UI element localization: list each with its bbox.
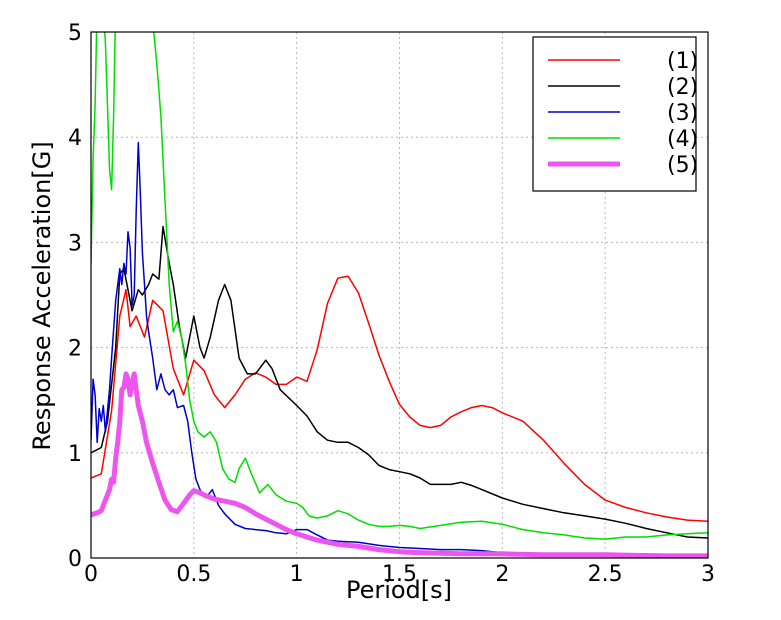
x-tick-label: 1 — [290, 562, 304, 587]
legend: (1)(2)(3)(4)(5) — [532, 36, 698, 192]
legend-label-1: (1) — [667, 49, 698, 74]
y-tick-label: 2 — [68, 337, 82, 362]
y-tick-label: 1 — [68, 442, 82, 467]
series-line-5 — [91, 371, 708, 558]
series-line-4 — [91, 32, 708, 540]
x-tick-label: 1.5 — [382, 562, 417, 587]
x-tick-label: 0.5 — [176, 562, 211, 587]
series-line-3 — [91, 141, 708, 557]
x-tick-label: 2 — [495, 562, 509, 587]
x-tick-label: 0 — [84, 562, 98, 587]
x-tick-labels: 0 0.5 1 1.5 2 2.5 3 — [84, 562, 715, 587]
y-tick-label: 0 — [68, 547, 82, 572]
x-tick-label: 3 — [701, 562, 715, 587]
series-line-2 — [91, 225, 708, 539]
y-tick-label: 4 — [68, 126, 82, 151]
series-line-1 — [91, 275, 708, 522]
legend-label-5: (5) — [667, 153, 698, 178]
x-axis-label: Period[s] — [346, 576, 452, 604]
y-axis-label: Response Acceleration[G] — [28, 141, 56, 450]
legend-label-2: (2) — [667, 75, 698, 100]
series-lines — [91, 32, 708, 558]
legend-label-3: (3) — [667, 101, 698, 126]
plot-frame — [90, 31, 709, 559]
y-tick-label: 3 — [68, 231, 82, 256]
y-tick-label: 5 — [68, 21, 82, 46]
y-tick-labels: 0 1 2 3 4 5 — [68, 21, 82, 572]
legend-label-4: (4) — [667, 127, 698, 152]
x-tick-label: 2.5 — [588, 562, 623, 587]
